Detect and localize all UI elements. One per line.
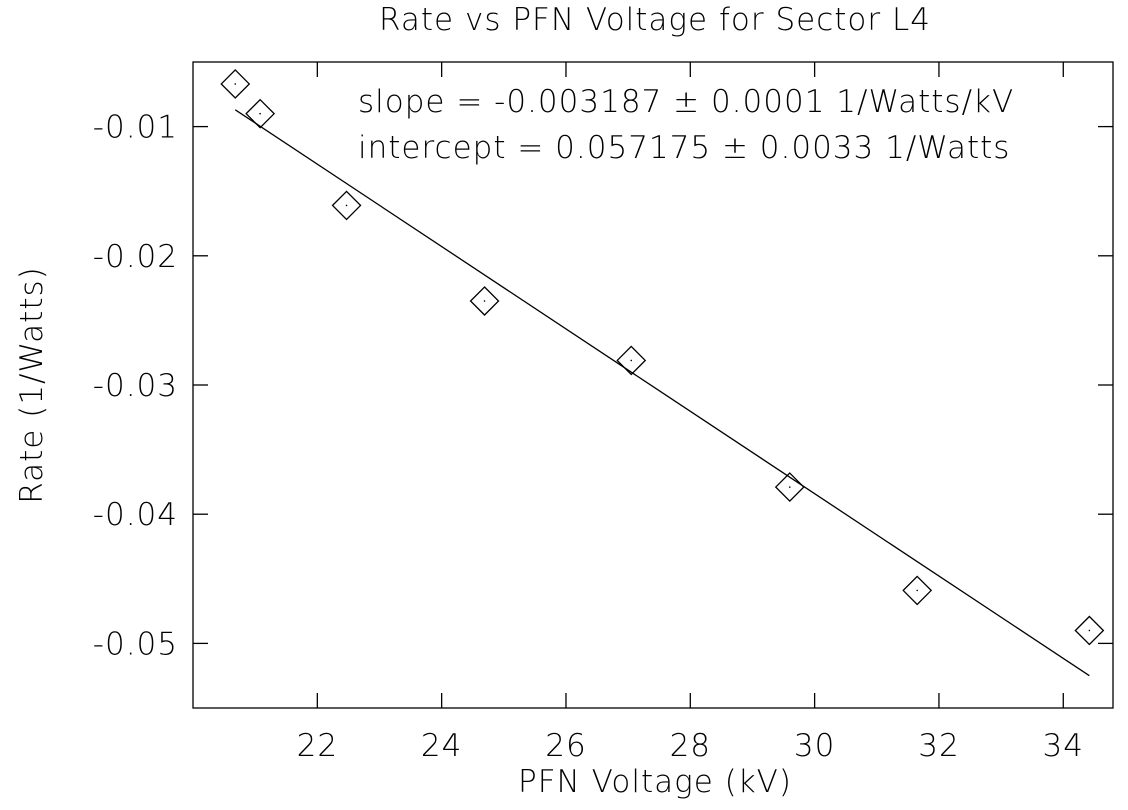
data-point-center bbox=[234, 83, 237, 85]
chart-title: Rate vs PFN Voltage for Sector L4 bbox=[379, 2, 931, 38]
data-point bbox=[245, 98, 276, 129]
y-tick-label: -0.05 bbox=[93, 626, 178, 662]
y-tick-label: -0.02 bbox=[93, 239, 178, 275]
data-point-center bbox=[345, 204, 348, 207]
x-tick-label: 30 bbox=[794, 728, 835, 764]
data-point-center bbox=[483, 300, 486, 302]
data-point-center bbox=[259, 112, 261, 115]
data-point bbox=[469, 286, 500, 316]
y-tick-label: -0.01 bbox=[93, 110, 178, 146]
x-tick-label: 32 bbox=[918, 728, 959, 764]
x-tick-label: 34 bbox=[1043, 728, 1084, 764]
data-point bbox=[774, 472, 805, 502]
data-point bbox=[902, 575, 933, 606]
data-point-center bbox=[788, 486, 791, 488]
y-tick-label: -0.03 bbox=[93, 368, 178, 404]
annotation: intercept = 0.057175 ± 0.0033 1/Watts bbox=[358, 130, 1010, 166]
annotation: slope = -0.003187 ± 0.0001 1/Watts/kV bbox=[358, 84, 1014, 120]
x-tick-label: 24 bbox=[421, 728, 462, 764]
x-tick-label: 28 bbox=[670, 728, 711, 764]
fit-line bbox=[234, 109, 1090, 677]
data-point bbox=[331, 190, 362, 221]
data-point-center bbox=[630, 359, 633, 362]
data-point bbox=[616, 345, 647, 376]
data-point bbox=[220, 69, 251, 99]
x-tick-label: 22 bbox=[297, 728, 338, 764]
y-tick-label: -0.04 bbox=[93, 497, 178, 533]
x-axis-label: PFN Voltage (kV) bbox=[518, 764, 792, 800]
y-axis-label: Rate (1/Watts) bbox=[14, 266, 50, 503]
data-point-center bbox=[1088, 629, 1091, 632]
data-point bbox=[1074, 615, 1105, 646]
data-point-center bbox=[916, 589, 918, 592]
x-tick-label: 26 bbox=[545, 728, 586, 764]
